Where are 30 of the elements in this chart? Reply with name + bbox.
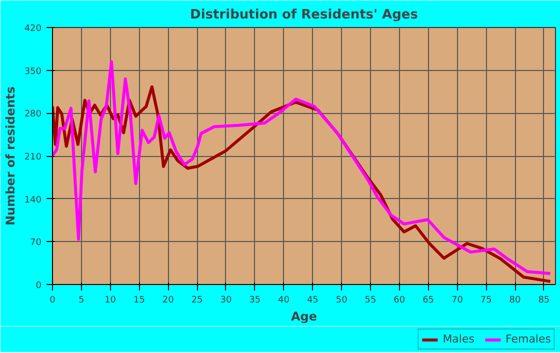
y-tick-label: 420	[24, 24, 42, 34]
x-tick-label: 75	[480, 296, 492, 306]
x-tick-label: 0	[50, 296, 56, 306]
x-tick-label: 40	[278, 296, 290, 306]
x-tick-label: 5	[78, 296, 84, 306]
x-tick-label: 55	[364, 296, 376, 306]
x-tick-label: 35	[249, 296, 261, 306]
x-tick-label: 30	[220, 296, 232, 306]
x-tick-label: 25	[191, 296, 203, 306]
chart-title: Distribution of Residents' Ages	[190, 8, 418, 22]
legend-label: Females	[505, 332, 551, 346]
x-tick-label: 65	[422, 296, 434, 306]
y-tick-label: 70	[30, 238, 42, 248]
y-tick-label: 350	[24, 66, 42, 77]
x-tick-label: 50	[336, 296, 348, 306]
x-tick-label: 20	[162, 296, 174, 306]
y-axis-title: Number of residents	[3, 86, 18, 226]
y-tick-label: 0	[36, 281, 42, 291]
x-tick-label: 60	[394, 296, 406, 306]
x-tick-label: 70	[451, 296, 464, 306]
x-tick-label: 85	[538, 296, 550, 306]
x-tick-label: 45	[306, 296, 318, 306]
y-tick-label: 210	[24, 152, 42, 162]
y-tick-label: 140	[24, 195, 42, 206]
x-tick-label: 10	[104, 296, 116, 306]
x-tick-label: 15	[134, 296, 145, 306]
y-tick-label: 280	[24, 110, 42, 120]
x-tick-label: 80	[509, 296, 522, 306]
x-axis-title: Age	[290, 310, 318, 324]
legend-label: Males	[442, 332, 474, 346]
